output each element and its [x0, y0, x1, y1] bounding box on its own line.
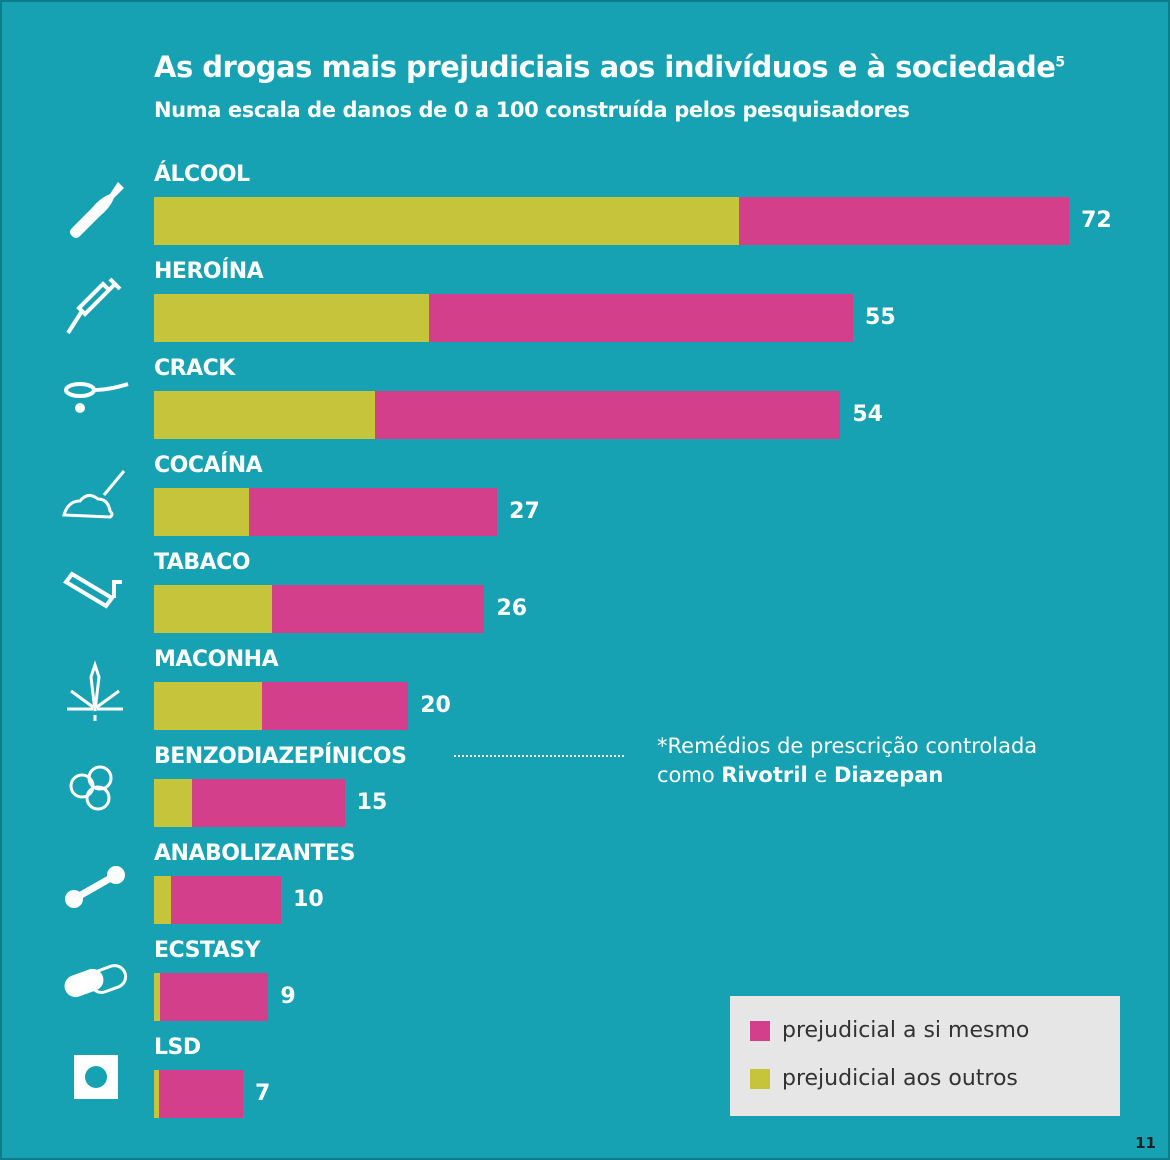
crack-pipe-icon — [60, 368, 130, 428]
bar-others — [154, 779, 193, 827]
category-label: CRACK — [154, 356, 235, 381]
bar-others — [154, 488, 250, 536]
bar-others — [154, 585, 273, 633]
bar-self — [428, 294, 854, 342]
bar-others — [154, 294, 429, 342]
category-label: COCAÍNA — [154, 453, 263, 478]
category-label: ECSTASY — [154, 938, 261, 963]
capsule-icon — [60, 950, 130, 1010]
total-value-label: 72 — [1081, 208, 1112, 233]
bar-self — [249, 488, 498, 536]
legend-item-self: prejudicial a si mesmo — [750, 1018, 1029, 1043]
category-label: ÁLCOOL — [154, 162, 250, 187]
total-value-label: 55 — [865, 305, 896, 330]
chart-subtitle: Numa escala de danos de 0 a 100 construí… — [154, 98, 910, 122]
bar-self — [192, 779, 345, 827]
bar-others — [154, 1070, 160, 1118]
pills-icon — [60, 756, 130, 816]
benzodiazepine-note: *Remédios de prescrição controlada como … — [657, 734, 1038, 787]
total-value-label: 15 — [356, 790, 388, 815]
bar-self — [375, 391, 841, 439]
legend-swatch-self — [750, 1020, 770, 1041]
cigarette-icon — [60, 562, 130, 622]
total-value-label: 54 — [852, 402, 883, 427]
legend-swatch-others — [750, 1068, 770, 1089]
legend-item-others: prejudicial aos outros — [750, 1066, 1018, 1091]
bar-self — [272, 585, 485, 633]
bar-others — [154, 973, 161, 1021]
total-value-label: 9 — [280, 984, 296, 1009]
page-number: 11 — [1135, 1134, 1156, 1152]
total-value-label: 20 — [420, 693, 451, 718]
total-value-label: 27 — [509, 499, 540, 524]
category-label: LSD — [154, 1035, 201, 1060]
total-value-label: 7 — [254, 1081, 271, 1106]
bar-self — [738, 197, 1070, 245]
cocaine-powder-icon — [60, 465, 130, 525]
cannabis-leaf-icon — [60, 659, 130, 721]
bar-others — [154, 197, 739, 245]
legend: prejudicial a si mesmo prejudicial aos o… — [730, 996, 1120, 1116]
annotation-leader-line — [454, 755, 624, 757]
dumbbell-icon — [60, 853, 130, 913]
bar-self — [170, 876, 282, 924]
category-label: HEROÍNA — [154, 259, 264, 284]
bar-self — [160, 973, 269, 1021]
bar-others — [154, 391, 376, 439]
total-value-label: 10 — [293, 887, 324, 912]
bar-self — [262, 682, 409, 730]
blotter-stamp-icon — [60, 1047, 130, 1107]
chart-title: As drogas mais prejudiciais aos indivídu… — [154, 50, 1065, 84]
category-label: ANABOLIZANTES — [154, 841, 355, 866]
bar-self — [159, 1070, 243, 1118]
bottle-icon — [60, 174, 130, 238]
syringe-icon — [60, 271, 130, 335]
bar-others — [154, 876, 171, 924]
total-value-label: 26 — [496, 596, 528, 621]
category-label: BENZODIAZEPÍNICOS — [154, 744, 407, 769]
category-label: TABACO — [154, 550, 250, 575]
category-label: MACONHA — [154, 647, 279, 672]
bar-others — [154, 682, 263, 730]
